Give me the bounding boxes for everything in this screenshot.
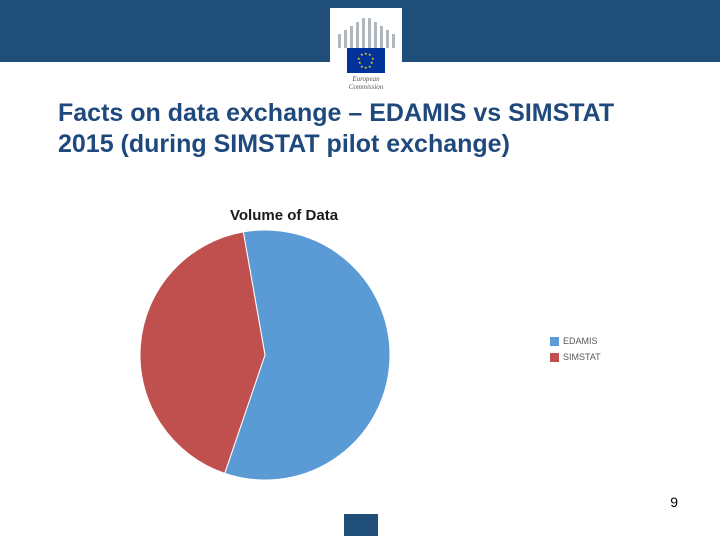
ec-logo-building-icon [336,12,396,48]
legend-swatch-icon [550,353,559,362]
slide-title: Facts on data exchange – EDAMIS vs SIMST… [58,98,670,159]
page-number: 9 [670,494,678,510]
chart-title: Volume of Data [230,207,338,224]
legend-label: SIMSTAT [563,352,601,362]
chart-legend: EDAMIS SIMSTAT [550,336,601,368]
eu-flag-icon: ★ ★ ★ ★ ★ ★ ★ ★ ★ ★ [347,48,385,73]
pie-chart [140,230,390,480]
ec-logo-text: European Commission [330,75,402,91]
legend-item-simstat: SIMSTAT [550,352,601,362]
legend-swatch-icon [550,337,559,346]
legend-item-edamis: EDAMIS [550,336,601,346]
ec-logo: ★ ★ ★ ★ ★ ★ ★ ★ ★ ★ European Commission [330,8,402,93]
legend-label: EDAMIS [563,336,598,346]
footer-flag-icon [344,514,378,536]
